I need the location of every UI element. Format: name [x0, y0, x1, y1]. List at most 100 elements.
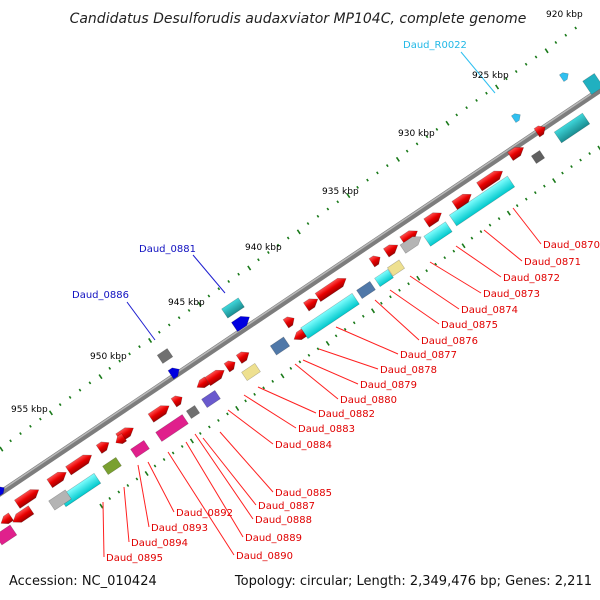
gene-label: Daud_0878 — [380, 365, 437, 376]
scale-tick — [226, 412, 229, 416]
scale-tick — [588, 152, 591, 156]
scale-tick — [298, 360, 302, 364]
scale-tick — [495, 84, 500, 90]
scale-tick — [524, 62, 528, 66]
leader-line — [102, 501, 105, 558]
gene-feature — [423, 221, 453, 247]
kbp-label: 950 kbp — [90, 352, 127, 362]
scale-tick — [68, 395, 72, 399]
scale-tick — [138, 345, 141, 349]
gene-feature — [533, 125, 546, 138]
scale-tick — [148, 337, 153, 343]
leader-line — [455, 245, 502, 278]
scale-tick — [361, 314, 365, 318]
kbp-scale-labels: 920 kbp 925 kbp 930 kbp 935 kbp 940 kbp … — [11, 10, 583, 415]
gene-feature — [382, 244, 399, 258]
gene-label: Daud_0894 — [131, 538, 188, 549]
scale-tick — [19, 432, 22, 436]
kbp-label: 930 kbp — [398, 129, 435, 139]
scale-tick — [336, 200, 340, 204]
scale-tick — [534, 55, 538, 59]
scale-tick — [99, 503, 104, 509]
scale-ticks — [0, 26, 600, 509]
kbp-label: 920 kbp — [546, 10, 583, 20]
gene-feature — [293, 328, 307, 341]
gene-feature — [130, 439, 150, 459]
scale-tick — [316, 347, 320, 351]
scale-tick — [334, 334, 338, 338]
gene-feature — [476, 170, 504, 192]
scale-tick — [253, 392, 256, 396]
gene-label: Daud_0892 — [176, 508, 233, 519]
leader-line — [429, 261, 482, 294]
leader-line — [147, 461, 175, 513]
scale-tick — [543, 184, 546, 188]
gene-label: Daud_0882 — [318, 409, 375, 420]
gene-feature — [0, 486, 5, 496]
leader-line — [409, 275, 460, 310]
gene-feature — [48, 489, 72, 511]
scale-tick — [207, 425, 211, 429]
scale-tick — [135, 477, 139, 481]
scale-tick — [286, 236, 290, 240]
gene-label: Daud_0893 — [151, 523, 208, 534]
gene-label: Daud_0889 — [245, 533, 302, 544]
scale-tick — [452, 249, 456, 253]
scale-tick — [479, 230, 483, 234]
gene-label: Daud_0877 — [400, 350, 457, 361]
scale-tick — [157, 330, 161, 334]
kbp-label: 925 kbp — [472, 71, 509, 81]
scale-tick — [117, 490, 121, 494]
scale-tick — [370, 308, 376, 314]
gene-label: Daud_0888 — [255, 515, 312, 526]
gene-feature — [223, 360, 236, 373]
leader-line — [294, 363, 339, 400]
gene-feature — [282, 316, 295, 329]
scale-tick — [435, 127, 439, 131]
gene-feature — [507, 146, 525, 162]
gene-feature — [95, 441, 110, 454]
gene-feature — [399, 236, 422, 254]
scale-tick — [280, 373, 285, 379]
scale-tick — [385, 164, 389, 168]
gene-feature — [582, 73, 600, 95]
scale-tick — [470, 236, 474, 240]
scale-tick — [98, 374, 103, 380]
kbp-label: 945 kbp — [168, 298, 205, 308]
gene-feature — [368, 255, 381, 268]
scale-tick — [9, 439, 12, 443]
gene-label: Daud_0872 — [503, 273, 560, 284]
gene-feature — [553, 112, 591, 144]
scale-tick — [247, 265, 252, 271]
gene-feature — [231, 316, 250, 333]
gene-feature — [102, 456, 122, 476]
gene-label: Daud_0886 — [72, 290, 129, 301]
scale-tick — [262, 386, 266, 390]
kbp-label: 935 kbp — [322, 187, 359, 197]
gene-feature — [235, 351, 250, 364]
scale-tick — [307, 353, 311, 357]
gene-feature — [448, 175, 516, 227]
scale-tick — [564, 33, 568, 37]
gene-feature — [386, 259, 406, 277]
scale-tick — [29, 424, 32, 428]
scale-tick — [217, 287, 221, 291]
scale-tick — [506, 210, 511, 216]
gene-label: Daud_0884 — [275, 440, 332, 451]
gene-feature — [423, 212, 442, 228]
leader-line — [123, 486, 130, 543]
scale-tick — [325, 340, 330, 346]
scale-tick — [237, 272, 240, 276]
leader-line — [185, 441, 244, 538]
scale-tick — [227, 280, 231, 283]
scale-tick — [416, 275, 421, 281]
scale-tick — [38, 417, 42, 421]
scale-tick — [561, 171, 564, 175]
gene-label: Daud_0881 — [139, 244, 196, 255]
scale-tick — [380, 301, 383, 305]
scale-tick — [118, 359, 122, 363]
gene-label: Daud_0895 — [106, 553, 163, 564]
gene-feature — [46, 471, 67, 489]
gene-feature — [155, 414, 189, 442]
leader-line — [389, 289, 440, 325]
